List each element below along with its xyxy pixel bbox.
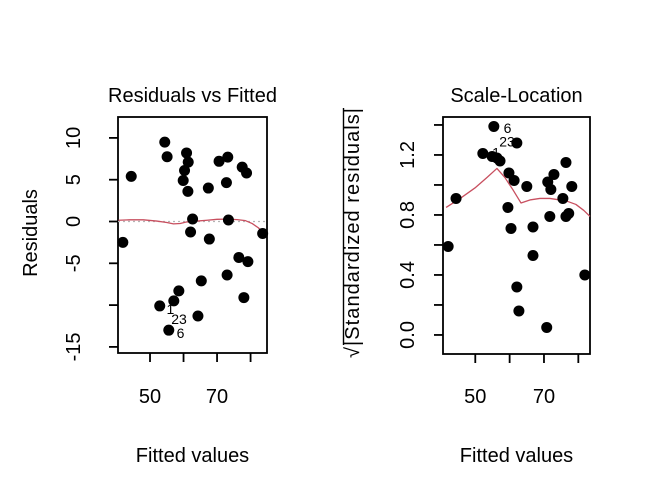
- y-tick-label: 1.2: [397, 141, 419, 169]
- data-point: [185, 226, 197, 238]
- y-tick-label: 0.4: [397, 261, 419, 289]
- data-point: [238, 292, 250, 304]
- y-tick-label: 0.0: [397, 321, 419, 349]
- data-point: [579, 269, 591, 281]
- smooth-line: [445, 167, 591, 217]
- point-label: 23: [499, 133, 515, 149]
- data-point: [182, 156, 194, 168]
- plot-title: Residuals vs Fitted: [108, 85, 277, 107]
- data-point: [221, 269, 233, 281]
- data-point: [566, 180, 578, 192]
- data-point: [527, 249, 539, 261]
- plot-border: [442, 116, 591, 355]
- y-tick-label: 0.8: [397, 201, 419, 229]
- data-point: [222, 151, 234, 163]
- data-point: [521, 180, 533, 192]
- data-point: [181, 147, 193, 159]
- y-axis-label: Residuals: [20, 189, 42, 277]
- data-point: [168, 295, 180, 307]
- x-axis-label: Fitted values: [460, 445, 573, 467]
- data-point: [154, 300, 166, 312]
- data-point: [159, 136, 171, 148]
- smooth-line: [118, 218, 266, 235]
- data-point: [117, 236, 129, 248]
- y-tick-label: 0: [63, 216, 85, 227]
- data-point: [544, 210, 556, 222]
- data-point: [163, 324, 175, 336]
- data-point: [202, 182, 214, 194]
- y-axis-label: √|Standardized residuals|: [342, 108, 364, 358]
- data-point: [220, 177, 232, 189]
- x-tick-label: 70: [533, 386, 555, 408]
- data-point: [560, 156, 572, 168]
- data-point: [541, 321, 553, 333]
- data-point: [502, 201, 514, 213]
- x-tick-label: 50: [464, 386, 486, 408]
- data-point: [563, 207, 575, 219]
- y-tick-label: -15: [63, 332, 85, 361]
- x-tick-label: 70: [206, 386, 228, 408]
- data-point: [125, 170, 137, 182]
- data-point: [477, 147, 489, 159]
- data-point: [488, 120, 500, 132]
- data-point: [177, 175, 189, 187]
- data-point: [442, 240, 454, 252]
- data-point: [508, 174, 520, 186]
- data-point: [548, 168, 560, 180]
- y-axis-label-group: √|Standardized residuals|: [342, 108, 364, 358]
- data-point: [511, 137, 523, 149]
- data-point: [222, 214, 234, 226]
- point-label: 6: [177, 325, 185, 341]
- data-point: [187, 213, 199, 225]
- data-point: [557, 192, 569, 204]
- data-point: [179, 165, 191, 177]
- data-point: [511, 281, 523, 293]
- data-point: [450, 192, 462, 204]
- data-point: [527, 221, 539, 233]
- data-point: [203, 233, 215, 245]
- point-label: 6: [504, 120, 512, 136]
- data-point: [192, 310, 204, 322]
- data-point: [173, 285, 185, 297]
- data-point: [505, 222, 517, 234]
- data-point: [494, 155, 506, 167]
- point-label: 1: [492, 144, 500, 160]
- data-point: [213, 155, 225, 167]
- data-point: [513, 305, 525, 317]
- data-point: [545, 183, 557, 195]
- y-tick-label: -5: [63, 254, 85, 272]
- point-label: 23: [171, 311, 187, 327]
- data-point: [195, 275, 207, 287]
- data-point: [161, 151, 173, 163]
- y-tick-label: 10: [63, 127, 85, 149]
- data-point: [242, 256, 254, 268]
- point-label: 1: [167, 301, 175, 317]
- plot-title: Scale-Location: [450, 85, 582, 107]
- data-point: [241, 167, 253, 179]
- y-axis-label-group: Residuals: [20, 189, 42, 277]
- x-axis-label: Fitted values: [136, 445, 249, 467]
- data-point: [257, 228, 269, 240]
- data-point: [233, 251, 245, 263]
- y-tick-label: 5: [63, 174, 85, 185]
- x-tick-label: 50: [139, 386, 161, 408]
- data-point: [182, 185, 194, 197]
